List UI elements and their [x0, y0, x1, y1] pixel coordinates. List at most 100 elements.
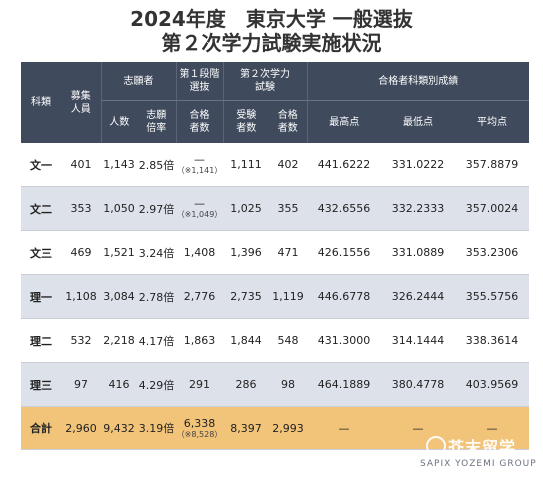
- cell-applicants: 9,432: [101, 406, 137, 450]
- cell-avg: 357.8879: [455, 143, 530, 187]
- cell-category: 理三: [21, 362, 61, 407]
- cell-stage1: — （※1,141）: [176, 143, 223, 187]
- cell-max: 464.1889: [307, 362, 381, 407]
- cell-applicants: 2,218: [101, 318, 137, 363]
- cell-ratio: 2.97倍: [137, 186, 176, 231]
- cell-stage1: 1,408: [176, 230, 223, 275]
- cell-examinees: 8,397: [223, 406, 269, 450]
- table-body: 文一 401 1,143 2.85倍 — （※1,141） 1,111 402 441.6222…: [21, 143, 530, 450]
- cell-stage1-note: （※1,141）: [176, 166, 223, 175]
- header-quota: 募集 人員: [61, 62, 101, 143]
- cell-stage1-value: 6,338: [183, 416, 216, 430]
- cell-avg: —: [455, 406, 530, 450]
- cell-ratio: 3.24倍: [137, 230, 176, 275]
- cell-stage1-value: 1,408: [183, 246, 216, 259]
- cell-stage1: 291: [176, 362, 223, 407]
- cell-ratio: 4.17倍: [137, 318, 176, 363]
- cell-ratio: 4.29倍: [137, 362, 176, 407]
- cell-stage1-note: （※1,049）: [176, 210, 223, 219]
- cell-stage1: 1,863: [176, 318, 223, 363]
- results-table: 科類 募集 人員 志願者 第１段階 選抜 第２次学力 試験 合格者科類別成績 人数 志…: [21, 62, 530, 450]
- logo-icon: [426, 436, 446, 456]
- cell-applicants: 1,050: [101, 186, 137, 231]
- table-row: 合計 2,960 9,432 3.19倍 6,338 （※8,528） 8,397 2,993…: [21, 406, 530, 450]
- cell-passed: 355: [269, 186, 307, 231]
- header-stage1-passed: 合格 者数: [175, 100, 223, 143]
- table-row: 文一 401 1,143 2.85倍 — （※1,141） 1,111 402 441.6222…: [21, 143, 530, 187]
- cell-examinees: 1,844: [223, 318, 269, 363]
- cell-max: —: [307, 406, 381, 450]
- cell-category: 文一: [21, 143, 61, 187]
- cell-stage1-value: 2,776: [183, 290, 216, 303]
- header-scores: 合格者科類別成績: [306, 62, 530, 101]
- cell-quota: 1,108: [61, 274, 101, 319]
- header-score-avg: 平均点: [455, 100, 530, 143]
- cell-stage1: — （※1,049）: [176, 186, 223, 231]
- cell-min: 380.4778: [381, 362, 455, 407]
- header-applicants-ratio: 志願 倍率: [137, 100, 176, 143]
- header-category: 科類: [21, 62, 61, 143]
- header-applicants: 志願者: [100, 62, 176, 101]
- cell-passed: 1,119: [269, 274, 307, 319]
- cell-passed: 471: [269, 230, 307, 275]
- header-examinees: 受験 者数: [222, 100, 269, 143]
- watermark-cn: 芥末留学: [448, 438, 517, 457]
- cell-passed: 548: [269, 318, 307, 363]
- cell-max: 446.6778: [307, 274, 381, 319]
- page-subtitle: 第２次学力試験実施状況: [161, 31, 382, 55]
- cell-max: 431.3000: [307, 318, 381, 363]
- header-stage1: 第１段階 選抜: [175, 62, 223, 101]
- table-row: 文二 353 1,050 2.97倍 — （※1,049） 1,025 355 432.6556…: [21, 186, 530, 231]
- header-passed: 合格 者数: [269, 100, 307, 143]
- cell-category: 理一: [21, 274, 61, 319]
- cell-avg: 403.9569: [455, 362, 530, 407]
- cell-min: 326.2444: [381, 274, 455, 319]
- cell-min: 332.2333: [381, 186, 455, 231]
- cell-quota: 532: [61, 318, 101, 363]
- cell-stage1-note: （※8,528）: [176, 429, 223, 439]
- table-row: 理一 1,108 3,084 2.78倍 2,776 2,735 1,119 446.6778…: [21, 274, 530, 319]
- cell-passed: 402: [269, 143, 307, 187]
- header-stage2: 第２次学力 試験: [222, 62, 307, 101]
- cell-max: 441.6222: [307, 143, 381, 187]
- cell-ratio: 2.78倍: [137, 274, 176, 319]
- watermark-logo: 芥末留学 SAPIX YOZEMI GROUP: [418, 432, 538, 478]
- header-applicants-count: 人数: [100, 100, 137, 143]
- cell-category: 合計: [21, 406, 61, 450]
- cell-category: 文三: [21, 230, 61, 275]
- cell-avg: 338.3614: [455, 318, 530, 363]
- cell-applicants: 1,521: [101, 230, 137, 275]
- cell-quota: 97: [61, 362, 101, 407]
- cell-examinees: 1,396: [223, 230, 269, 275]
- cell-examinees: 2,735: [223, 274, 269, 319]
- cell-avg: 355.5756: [455, 274, 530, 319]
- cell-applicants: 416: [101, 362, 137, 407]
- cell-stage1-value: —: [194, 197, 205, 210]
- cell-passed: 98: [269, 362, 307, 407]
- cell-ratio: 2.85倍: [137, 143, 176, 187]
- cell-ratio: 3.19倍: [137, 406, 176, 450]
- cell-passed: 2,993: [269, 406, 307, 450]
- cell-min: 331.0222: [381, 143, 455, 187]
- cell-quota: 469: [61, 230, 101, 275]
- cell-quota: 353: [61, 186, 101, 231]
- cell-avg: 357.0024: [455, 186, 530, 231]
- page-title: 2024年度 東京大学 一般選抜: [130, 7, 413, 31]
- cell-examinees: 1,025: [223, 186, 269, 231]
- table-row: 理二 532 2,218 4.17倍 1,863 1,844 548 431.3000 314.…: [21, 318, 530, 363]
- cell-applicants: 1,143: [101, 143, 137, 187]
- cell-stage1: 2,776: [176, 274, 223, 319]
- cell-min: 314.1444: [381, 318, 455, 363]
- cell-applicants: 3,084: [101, 274, 137, 319]
- cell-quota: 2,960: [61, 406, 101, 450]
- cell-avg: 353.2306: [455, 230, 530, 275]
- header-score-min: 最低点: [381, 100, 455, 143]
- table-row: 理三 97 416 4.29倍 291 286 98 464.1889 380.4778 403.…: [21, 362, 530, 407]
- cell-stage1-value: 1,863: [183, 334, 216, 347]
- cell-stage1: 6,338 （※8,528）: [176, 406, 223, 450]
- cell-min: 331.0889: [381, 230, 455, 275]
- header-score-max: 最高点: [306, 100, 381, 143]
- cell-max: 432.6556: [307, 186, 381, 231]
- cell-stage1-value: —: [194, 153, 205, 166]
- cell-quota: 401: [61, 143, 101, 187]
